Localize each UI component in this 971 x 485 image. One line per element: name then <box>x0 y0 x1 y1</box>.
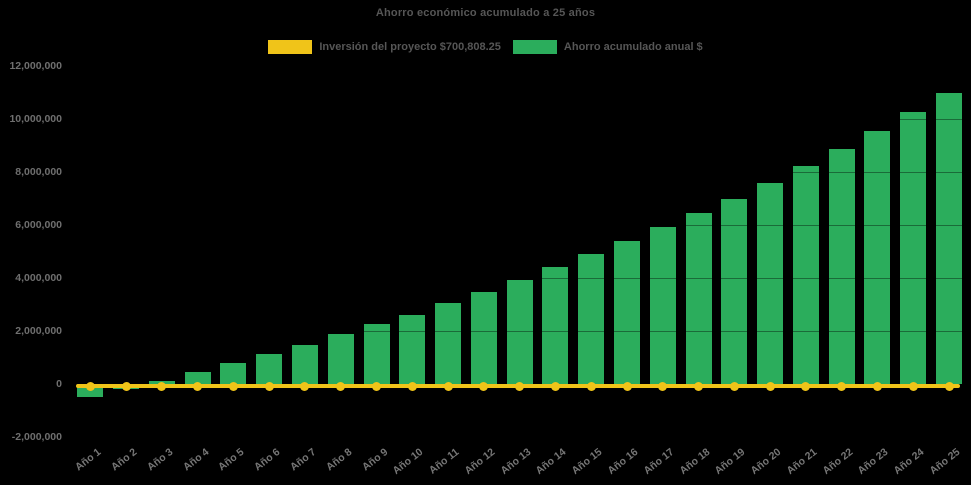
investment-line-marker <box>872 381 882 391</box>
savings-legend-swatch <box>512 40 557 54</box>
investment-line-marker <box>264 381 274 391</box>
bar-año-23 <box>864 131 891 384</box>
y-tick-label: 0 <box>56 378 62 390</box>
gridline <box>72 278 963 279</box>
bar-año-19 <box>721 198 748 384</box>
investment-line-marker <box>372 381 382 391</box>
investment-line-marker <box>228 381 238 391</box>
investment-line-marker <box>193 381 203 391</box>
y-tick-label: 8,000,000 <box>15 166 62 178</box>
bar-año-25 <box>936 93 963 384</box>
investment-line-marker <box>85 381 95 391</box>
y-tick-label: 10,000,000 <box>9 113 62 125</box>
gridline <box>72 225 963 226</box>
bar-año-9 <box>363 324 390 384</box>
investment-line-marker <box>586 381 596 391</box>
bar-año-13 <box>506 280 533 384</box>
investment-line-marker <box>121 381 131 391</box>
investment-line-marker <box>443 381 453 391</box>
investment-line-marker <box>908 381 918 391</box>
investment-line-marker <box>157 381 167 391</box>
bar-año-14 <box>542 267 569 384</box>
investment-line-marker <box>479 381 489 391</box>
investment-line-marker <box>407 381 417 391</box>
investment-line-marker <box>622 381 632 391</box>
investment-line-marker <box>658 381 668 391</box>
investment-line-marker <box>944 381 954 391</box>
investment-line-marker <box>550 381 560 391</box>
bar-año-21 <box>792 166 819 384</box>
chart-legend: Inversión del proyecto $700,808.25 Ahorr… <box>0 40 971 54</box>
bar-año-11 <box>435 303 462 384</box>
bar-año-20 <box>757 183 784 384</box>
chart-title: Ahorro económico acumulado a 25 años <box>375 7 596 19</box>
legend-item-savings: Ahorro acumulado anual $ <box>512 40 703 54</box>
investment-line-marker <box>694 381 704 391</box>
gridline <box>72 172 963 173</box>
legend-item-investment: Inversión del proyecto $700,808.25 <box>268 40 501 54</box>
investment-legend-swatch <box>268 40 313 54</box>
gridline <box>72 331 963 332</box>
bar-año-8 <box>327 334 354 384</box>
bar-año-15 <box>578 254 605 384</box>
bar-año-16 <box>614 241 640 384</box>
bar-año-7 <box>291 344 318 384</box>
legend-label-savings: Ahorro acumulado anual $ <box>563 41 703 53</box>
bar-año-6 <box>256 354 283 384</box>
investment-line-marker <box>801 381 811 391</box>
bar-año-17 <box>649 227 676 384</box>
y-tick-label: 12,000,000 <box>9 60 62 72</box>
bar-año-4 <box>184 371 211 384</box>
bar-año-5 <box>220 363 247 384</box>
bar-año-22 <box>828 149 855 384</box>
y-tick-label: -2,000,000 <box>11 431 62 443</box>
y-tick-label: 4,000,000 <box>15 272 62 284</box>
legend-label-investment: Inversión del proyecto $700,808.25 <box>319 41 501 53</box>
investment-line-marker <box>837 381 847 391</box>
bar-año-10 <box>399 314 426 384</box>
bar-año-24 <box>900 112 927 384</box>
investment-line-marker <box>515 381 525 391</box>
bar-año-18 <box>685 213 712 384</box>
gridline <box>72 119 963 120</box>
bar-año-12 <box>470 291 497 384</box>
investment-line-marker <box>336 381 346 391</box>
gridline <box>72 66 963 67</box>
y-tick-label: 2,000,000 <box>15 325 62 337</box>
investment-line-marker <box>729 381 739 391</box>
gridline <box>72 437 963 438</box>
investment-line-marker <box>300 381 310 391</box>
plot-area <box>72 66 963 438</box>
investment-line-marker <box>765 381 775 391</box>
y-tick-label: 6,000,000 <box>15 219 62 231</box>
